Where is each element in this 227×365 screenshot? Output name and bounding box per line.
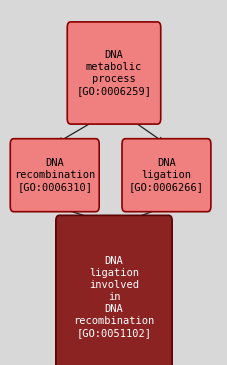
Text: DNA
ligation
involved
in
DNA
recombination
[GO:0051102]: DNA ligation involved in DNA recombinati… bbox=[73, 257, 154, 338]
Text: DNA
metabolic
process
[GO:0006259]: DNA metabolic process [GO:0006259] bbox=[76, 50, 151, 96]
Text: DNA
recombination
[GO:0006310]: DNA recombination [GO:0006310] bbox=[14, 158, 95, 192]
Text: DNA
ligation
[GO:0006266]: DNA ligation [GO:0006266] bbox=[128, 158, 203, 192]
FancyBboxPatch shape bbox=[56, 215, 171, 365]
FancyBboxPatch shape bbox=[121, 139, 210, 212]
FancyBboxPatch shape bbox=[67, 22, 160, 124]
FancyBboxPatch shape bbox=[10, 139, 99, 212]
